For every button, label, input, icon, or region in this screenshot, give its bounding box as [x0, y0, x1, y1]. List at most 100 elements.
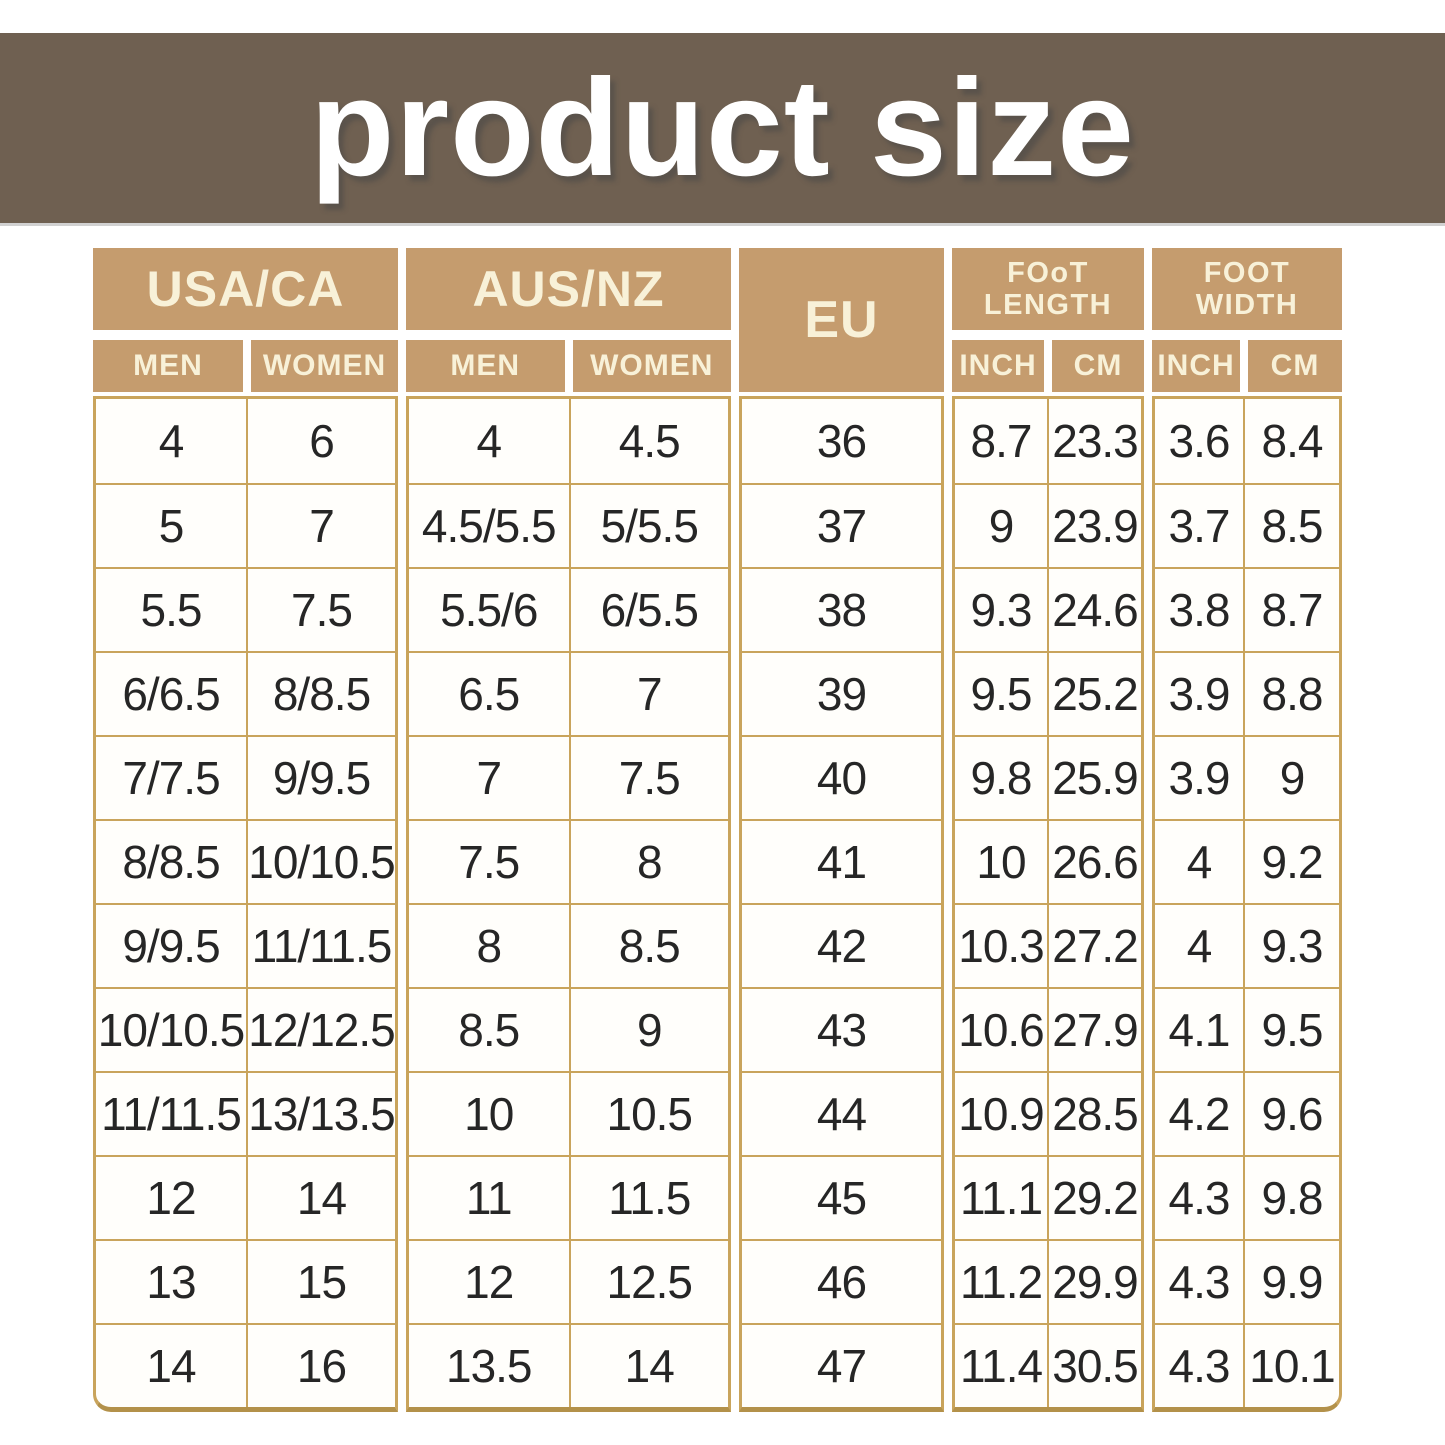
size-cell: 8.5 [409, 987, 569, 1071]
size-cell: 12 [96, 1155, 246, 1239]
size-cell: 46 [742, 1239, 941, 1323]
size-cell: 8/8.5 [96, 819, 246, 903]
size-cell: 36 [816, 415, 867, 467]
size-cell: 4.1 [1155, 987, 1243, 1071]
size-cell: 9 [1243, 735, 1339, 819]
size-cell: 4.3 [1155, 1155, 1243, 1239]
size-cell: 7.5 [409, 819, 569, 903]
size-cell: 38 [742, 567, 941, 651]
size-cell: 4.3 [1155, 1239, 1243, 1323]
size-cell: 4 [476, 415, 502, 467]
subheader-foot-length-cm: CM [1052, 340, 1144, 392]
header-label-usa-ca: USA/CA [146, 261, 345, 317]
size-cell: 4.2 [1155, 1071, 1243, 1155]
size-cell: 40 [742, 735, 941, 819]
size-cell: 4.3 [1155, 1323, 1243, 1407]
body-foot-width: 3.6 8.4 3.7 8.5 3.8 8.7 3.9 8.8 3.9 9 4 9.2 4 9.3 4.1 9… [1152, 396, 1342, 1412]
size-cell: 29.2 [1047, 1155, 1141, 1239]
size-cell: 8.7 [970, 415, 1033, 467]
size-cell: 3.9 [1155, 651, 1243, 735]
size-cell: 10.9 [955, 1071, 1047, 1155]
size-cell: 9/9.5 [246, 735, 395, 819]
size-cell: 12/12.5 [246, 987, 395, 1071]
subheader-foot-width-cm: CM [1248, 340, 1342, 392]
size-cell: 7/7.5 [96, 735, 246, 819]
header-usa-ca: USA/CA [93, 248, 398, 330]
subheader-usa-ca-men: MEN [93, 340, 243, 392]
size-cell: 15 [246, 1239, 395, 1323]
size-cell: 10 [955, 819, 1047, 903]
size-cell: 7.5 [246, 567, 395, 651]
size-cell: 8/8.5 [246, 651, 395, 735]
size-cell: 11.2 [955, 1239, 1047, 1323]
column-group-foot-width: FOOT WIDTH INCH CM 3.6 8.4 3.7 8.5 3.8 8.7 3.9 8.8 3… [1152, 248, 1342, 1412]
banner-title: product size [310, 51, 1135, 205]
size-cell: 9.5 [1243, 987, 1339, 1071]
size-table: USA/CA MEN WOMEN 4 6 5 7 5.5 7.5 6/6.5 8/8.5 7/7.5 9… [93, 248, 1342, 1412]
size-cell: 9 [955, 483, 1047, 567]
size-cell: 29.9 [1047, 1239, 1141, 1323]
size-cell: 39 [742, 651, 941, 735]
size-cell: 4 [158, 415, 185, 467]
size-cell: 12.5 [568, 1239, 728, 1323]
size-cell: 11/11.5 [246, 903, 395, 987]
subheader-aus-nz-men: MEN [406, 340, 565, 392]
header-aus-nz: AUS/NZ [406, 248, 731, 330]
size-cell: 3.6 [1168, 415, 1231, 467]
size-cell: 13/13.5 [246, 1071, 395, 1155]
size-cell: 5.5 [96, 567, 246, 651]
size-cell: 8.4 [1243, 399, 1339, 483]
column-group-eu: EU 36 37 38 39 40 41 42 43 44 45 46 47 [739, 248, 944, 1412]
header-foot-length: FOoT LENGTH [952, 248, 1144, 330]
size-cell: 5.5/6 [409, 567, 569, 651]
header-foot-width: FOOT WIDTH [1152, 248, 1342, 330]
size-cell: 8.7 [1243, 567, 1339, 651]
size-cell: 14 [568, 1323, 728, 1407]
column-group-aus-nz: AUS/NZ MEN WOMEN 4 4.5 4.5/5.5 5/5.5 5.5/6 6/5.5… [406, 248, 731, 1412]
size-cell: 6/5.5 [568, 567, 728, 651]
size-cell: 7 [409, 735, 569, 819]
size-cell: 7 [246, 483, 395, 567]
size-cell: 9.6 [1243, 1071, 1339, 1155]
size-cell: 14 [246, 1155, 395, 1239]
size-cell: 27.2 [1047, 903, 1141, 987]
size-cell: 8 [409, 903, 569, 987]
size-cell: 3.9 [1155, 735, 1243, 819]
size-cell: 43 [742, 987, 941, 1071]
size-cell: 9/9.5 [96, 903, 246, 987]
size-cell: 11/11.5 [96, 1071, 246, 1155]
header-label-foot-width: FOOT [1203, 256, 1291, 289]
size-cell: 10/10.5 [246, 819, 395, 903]
size-cell: 30.5 [1047, 1323, 1141, 1407]
size-cell: 25.9 [1047, 735, 1141, 819]
size-cell: 9.5 [955, 651, 1047, 735]
size-cell: 10/10.5 [96, 987, 246, 1071]
size-cell: 44 [742, 1071, 941, 1155]
size-cell: 8.5 [1243, 483, 1339, 567]
size-cell: 9.3 [1243, 903, 1339, 987]
size-cell: 9.2 [1243, 819, 1339, 903]
column-group-usa-ca: USA/CA MEN WOMEN 4 6 5 7 5.5 7.5 6/6.5 8/8.5 7/7.5 9… [93, 248, 398, 1412]
subheader-row-foot-length: INCH CM [952, 340, 1144, 392]
header-label-eu: EU [804, 291, 879, 349]
size-cell: 10.3 [955, 903, 1047, 987]
size-cell: 10.5 [568, 1071, 728, 1155]
column-group-foot-length: FOoT LENGTH INCH CM 8.7 23.3 9 23.9 9.3 24.6 9.5 25… [952, 248, 1144, 1412]
size-cell: 14 [96, 1323, 246, 1407]
size-cell: 23.3 [1047, 399, 1141, 483]
size-cell: 9.9 [1243, 1239, 1339, 1323]
subheader-foot-length-inch: INCH [952, 340, 1044, 392]
size-cell: 41 [742, 819, 941, 903]
subheader-usa-ca-women: WOMEN [251, 340, 398, 392]
size-cell: 47 [742, 1323, 941, 1407]
size-cell: 12 [409, 1239, 569, 1323]
size-cell: 4.5 [568, 399, 729, 483]
banner: product size [0, 33, 1445, 223]
size-cell: 4.5/5.5 [409, 483, 569, 567]
subheader-row-aus-nz: MEN WOMEN [406, 340, 731, 392]
size-cell: 8 [568, 819, 728, 903]
body-usa-ca: 4 6 5 7 5.5 7.5 6/6.5 8/8.5 7/7.5 9/9.5 8/8.5 10/10… [93, 396, 398, 1412]
subheader-row-usa-ca: MEN WOMEN [93, 340, 398, 392]
size-cell: 7 [568, 651, 728, 735]
